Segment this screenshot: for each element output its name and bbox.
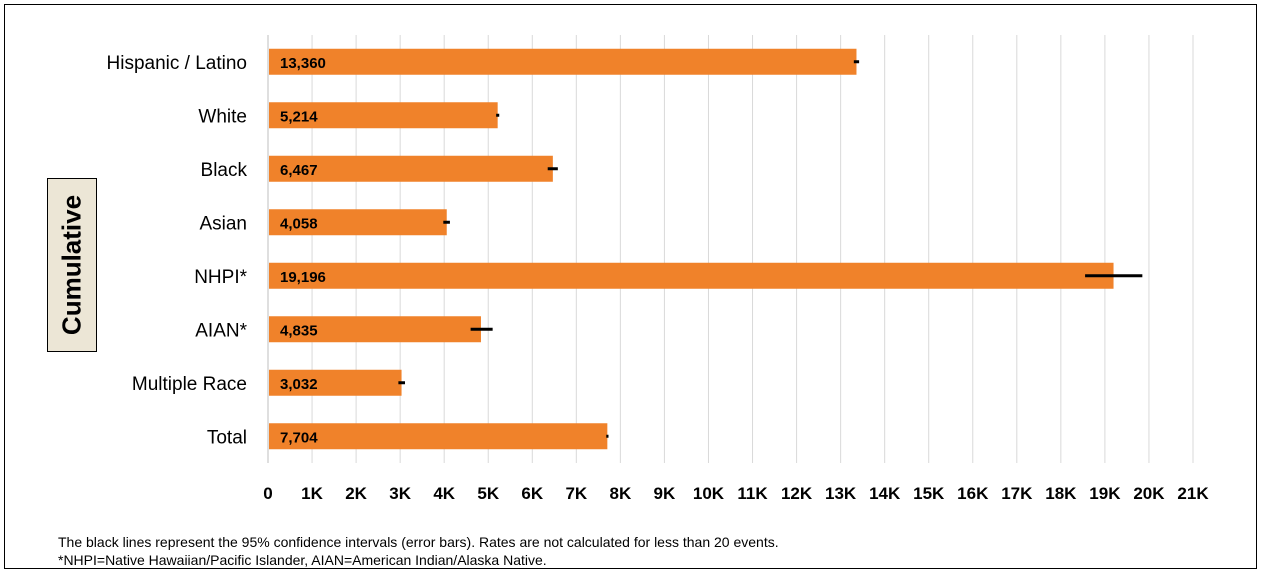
x-tick-label: 21K	[1177, 484, 1209, 503]
footnote-abbreviations: *NHPI=Native Hawaiian/Pacific Islander, …	[58, 552, 547, 568]
data-label: 6,467	[280, 162, 318, 179]
bar	[269, 48, 857, 75]
data-label: 5,214	[280, 108, 318, 125]
x-tick-label: 7K	[565, 484, 587, 503]
bar	[269, 209, 447, 236]
x-tick-label: 15K	[913, 484, 945, 503]
data-label: 13,360	[280, 55, 326, 72]
category-label: Multiple Race	[132, 374, 247, 395]
data-label: 4,058	[280, 215, 318, 232]
category-label: Hispanic / Latino	[107, 53, 247, 74]
data-label: 3,032	[280, 376, 318, 393]
x-tick-label: 9K	[654, 484, 676, 503]
bar	[269, 369, 402, 396]
x-tick-label: 18K	[1045, 484, 1077, 503]
x-tick-label: 0	[263, 484, 272, 503]
x-tick-label: 10K	[693, 484, 725, 503]
bar	[269, 155, 553, 182]
bar	[269, 102, 498, 129]
x-tick-label: 12K	[781, 484, 813, 503]
data-label: 19,196	[280, 269, 326, 286]
data-label: 4,835	[280, 322, 318, 339]
x-tick-label: 14K	[869, 484, 901, 503]
category-label: NHPI*	[194, 267, 247, 288]
category-label: Total	[207, 427, 247, 448]
bar	[269, 316, 481, 343]
x-tick-label: 6K	[521, 484, 543, 503]
category-label: Black	[201, 160, 248, 181]
x-tick-label: 19K	[1089, 484, 1121, 503]
x-tick-label: 5K	[477, 484, 499, 503]
bar	[269, 423, 608, 450]
data-label: 7,704	[280, 429, 318, 446]
x-tick-label: 20K	[1133, 484, 1165, 503]
category-label: White	[198, 106, 247, 127]
panel-label-box: Cumulative	[47, 178, 97, 352]
x-tick-label: 4K	[433, 484, 455, 503]
x-tick-label: 1K	[301, 484, 323, 503]
category-label: Asian	[199, 213, 247, 234]
x-tick-label: 3K	[389, 484, 411, 503]
x-tick-label: 13K	[825, 484, 857, 503]
x-tick-label: 11K	[737, 484, 768, 503]
x-tick-label: 16K	[957, 484, 989, 503]
x-tick-label: 8K	[610, 484, 632, 503]
x-tick-label: 17K	[1001, 484, 1033, 503]
footnote-error-bars: The black lines represent the 95% confid…	[58, 534, 779, 550]
bar	[269, 262, 1114, 289]
x-tick-label: 2K	[345, 484, 367, 503]
category-label: AIAN*	[195, 320, 247, 341]
